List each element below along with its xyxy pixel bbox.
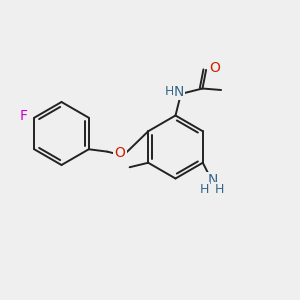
Text: O: O <box>115 146 125 161</box>
Text: O: O <box>209 61 220 74</box>
Text: H: H <box>199 183 209 196</box>
Text: N: N <box>207 173 218 188</box>
Text: H: H <box>165 85 174 98</box>
Text: H: H <box>215 183 224 196</box>
Text: N: N <box>174 85 184 98</box>
Text: F: F <box>20 109 28 123</box>
